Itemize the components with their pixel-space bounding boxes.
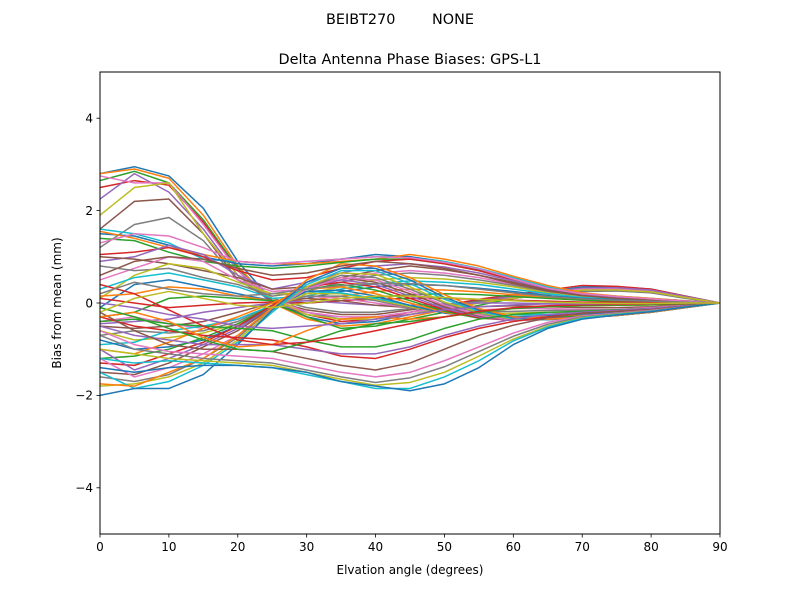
x-tick-label: 0 (96, 540, 104, 554)
chart-suptitle: BEIBT270 NONE (326, 12, 474, 28)
series-line-57 (99, 232, 721, 304)
x-tick-label: 30 (299, 540, 314, 554)
series-group (99, 165, 721, 397)
x-axis-ticks: 0 10 20 30 40 50 60 70 80 90 (96, 534, 728, 554)
series-line-7 (99, 175, 721, 318)
series-line-8 (99, 216, 721, 313)
y-axis-label: Bias from mean (mm) (50, 237, 64, 368)
series-line-51 (99, 302, 721, 392)
x-tick-label: 60 (506, 540, 521, 554)
x-tick-label: 90 (712, 540, 727, 554)
x-axis-label: Elvation angle (degrees) (337, 563, 484, 577)
series-line-53 (99, 302, 721, 353)
x-tick-label: 20 (230, 540, 245, 554)
x-tick-label: 70 (575, 540, 590, 554)
y-axis-ticks: −4 −2 0 2 4 (75, 112, 100, 495)
y-tick-label: −2 (75, 389, 93, 403)
series-line-56 (99, 256, 721, 304)
y-tick-label: 4 (85, 112, 93, 126)
y-tick-label: −4 (75, 481, 93, 495)
x-tick-label: 80 (643, 540, 658, 554)
series-line-23 (99, 293, 721, 318)
x-tick-label: 10 (161, 540, 176, 554)
y-tick-label: 2 (85, 204, 93, 218)
plot-area (99, 165, 721, 397)
series-line-58 (99, 281, 721, 304)
series-line-54 (99, 283, 721, 346)
series-line-46 (99, 302, 721, 371)
series-line-59 (99, 290, 720, 313)
series-line-45 (99, 302, 721, 355)
chart-title: Delta Antenna Phase Biases: GPS-L1 (279, 52, 542, 68)
y-tick-label: 0 (85, 296, 93, 310)
x-tick-label: 40 (368, 540, 383, 554)
x-tick-label: 50 (437, 540, 452, 554)
